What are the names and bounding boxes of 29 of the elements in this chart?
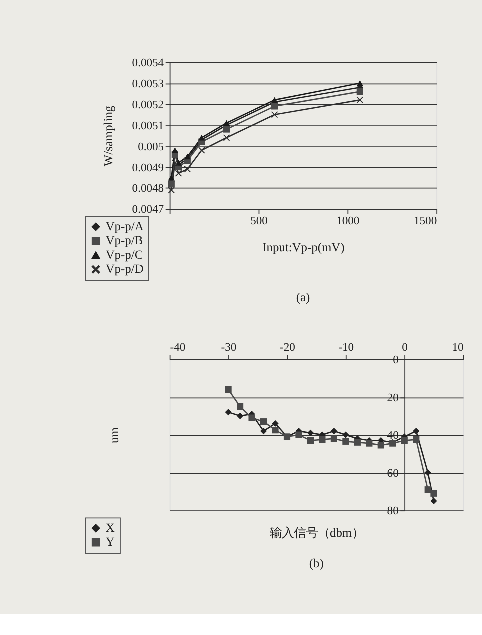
y-tick-label: 0.0047: [132, 203, 164, 216]
y-tick-label: 0.0049: [132, 161, 164, 174]
x-axis-title: 输入信号（dbm）: [270, 526, 364, 540]
y-tick-label: 0.0052: [132, 98, 164, 112]
x-tick-label: 0: [402, 341, 408, 354]
x-tick-label: 500: [250, 214, 268, 228]
y-tick-label: 0.0053: [132, 77, 164, 90]
x-tick-label: -40: [170, 341, 186, 354]
legend-label: Vp-p/B: [106, 234, 144, 248]
y-axis-title: um: [108, 427, 122, 444]
legend-label: X: [106, 520, 115, 535]
y-tick-label: 0.0054: [132, 56, 164, 70]
x-tick-label: 10: [452, 341, 464, 354]
legend-label: Vp-p/D: [106, 262, 144, 276]
y-tick-label: 0.005: [138, 140, 164, 154]
text: (a): [296, 290, 310, 305]
x-tick-label: -30: [221, 341, 237, 354]
x-axis-title: Input:Vp-p(mV): [262, 240, 345, 254]
legend-label: Y: [106, 535, 115, 550]
legend-label: Vp-p/C: [106, 248, 144, 262]
x-tick-label: -10: [338, 341, 354, 354]
legend-label: Vp-p/A: [106, 220, 144, 234]
text: (b): [309, 556, 324, 571]
y-tick-label: 0.0048: [132, 182, 164, 196]
x-tick-label: 1000: [336, 214, 360, 228]
x-tick-label: -20: [280, 341, 296, 354]
y-tick-label: 0.0051: [132, 119, 164, 132]
x-tick-label: 1500: [414, 214, 438, 228]
y-axis-title: W/sampling: [101, 106, 116, 167]
